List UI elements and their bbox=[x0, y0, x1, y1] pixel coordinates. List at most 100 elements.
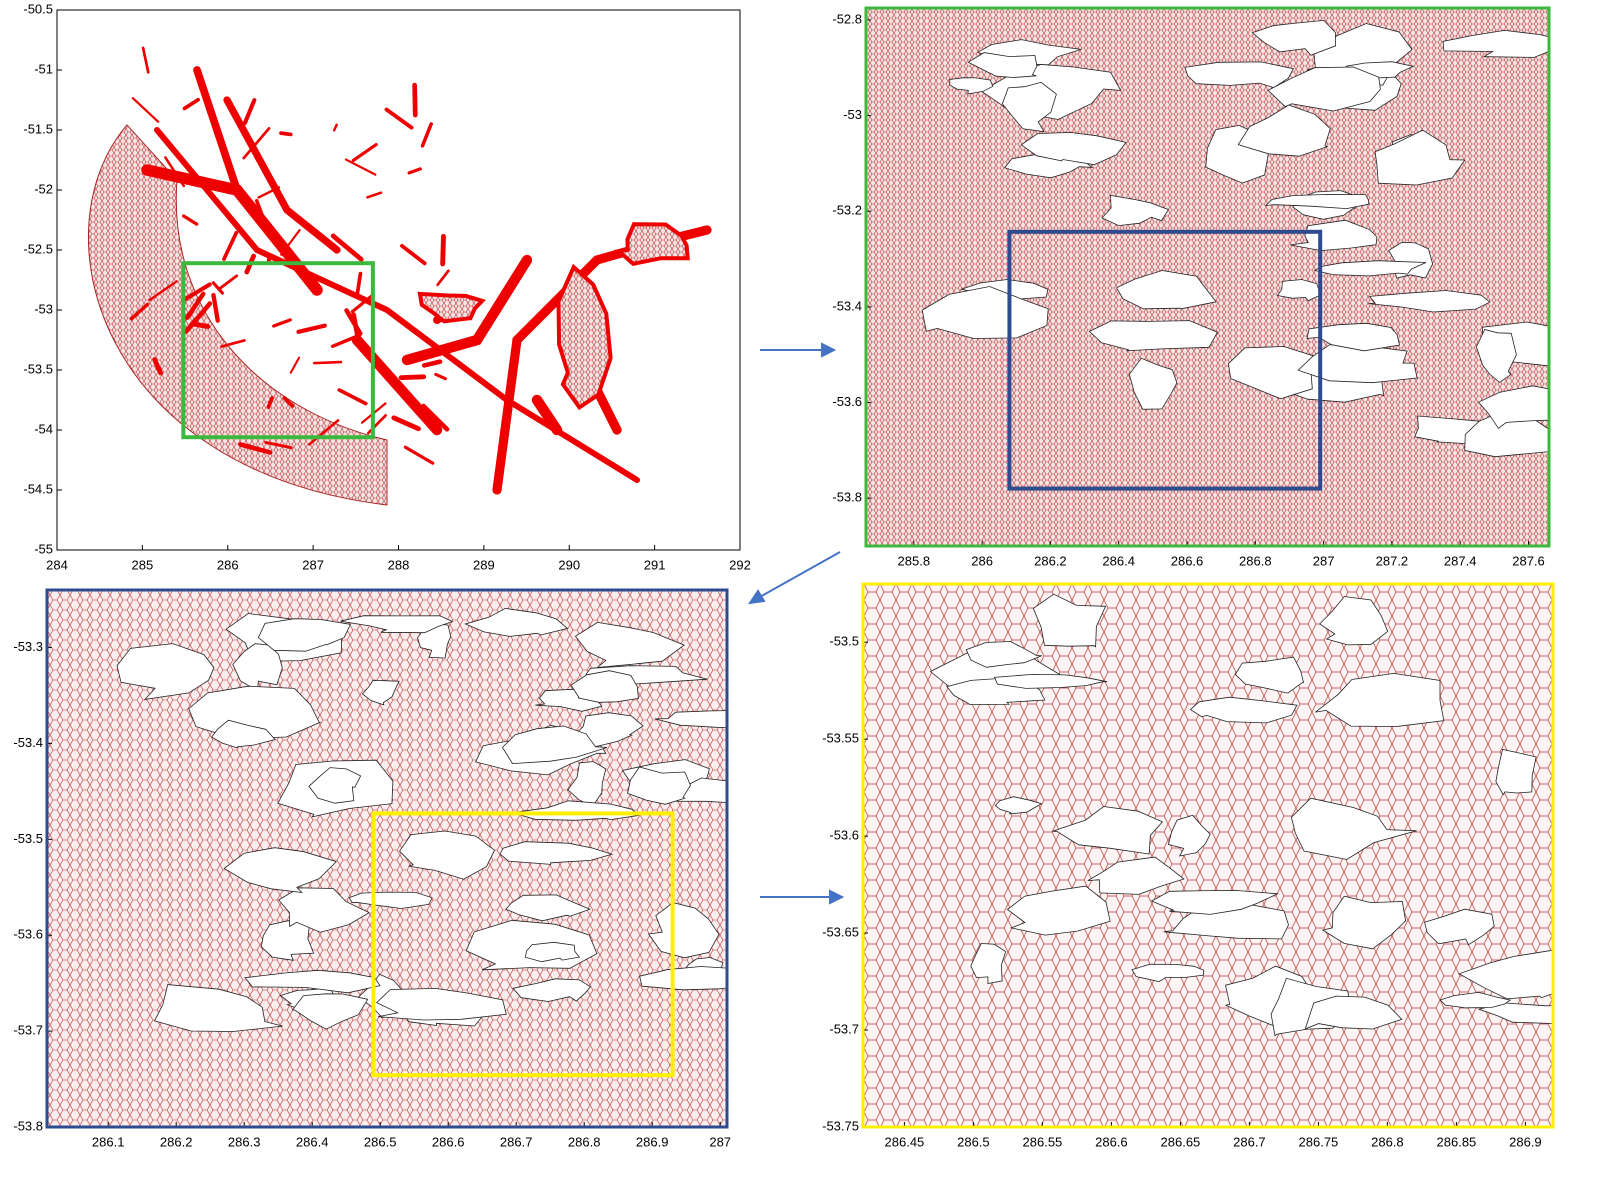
y-tick-label: -53.75 bbox=[822, 1118, 859, 1133]
x-tick-label: 286.1 bbox=[92, 1134, 125, 1149]
land bbox=[525, 942, 579, 961]
x-tick-label: 285 bbox=[132, 557, 154, 572]
fjord-mesh bbox=[245, 100, 254, 123]
x-tick-label: 286.75 bbox=[1299, 1134, 1339, 1149]
fjord-mesh bbox=[353, 145, 376, 161]
y-tick-label: -53.6 bbox=[832, 394, 862, 409]
x-tick-label: 286.8 bbox=[1239, 553, 1272, 568]
x-tick-label: 286.4 bbox=[1102, 553, 1135, 568]
map-panel: 286.45 286.5 286.55 286.6 286.65 286.7 286.75 2… bbox=[822, 584, 1604, 1149]
map-panel: 284285286287288289290291292-50.5-51-51.5… bbox=[23, 1, 750, 572]
fjord-mesh bbox=[339, 390, 365, 404]
land bbox=[1496, 749, 1536, 794]
y-tick-label: -53.3 bbox=[13, 639, 43, 654]
y-tick-label: -52 bbox=[34, 181, 53, 196]
fjord-mesh bbox=[357, 274, 360, 296]
fjord-mesh bbox=[185, 100, 199, 109]
fjord-mesh bbox=[401, 377, 424, 378]
y-tick-label: -53.5 bbox=[13, 831, 43, 846]
x-tick-label: 286.6 bbox=[1095, 1134, 1128, 1149]
x-tick-label: 286.3 bbox=[228, 1134, 261, 1149]
x-tick-label: 286.8 bbox=[1371, 1134, 1404, 1149]
x-tick-label: 286.4 bbox=[296, 1134, 329, 1149]
fjord-mesh bbox=[394, 418, 419, 429]
x-tick-label: 287.4 bbox=[1444, 553, 1477, 568]
fjord-mesh bbox=[219, 276, 237, 289]
fjord-mesh bbox=[334, 125, 337, 131]
fjord-mesh bbox=[438, 271, 449, 285]
fjord-mesh bbox=[422, 124, 431, 146]
x-tick-label: 288 bbox=[388, 557, 410, 572]
x-tick-label: 287 bbox=[302, 557, 324, 572]
y-tick-label: -53.7 bbox=[829, 1021, 859, 1036]
fjord-mesh bbox=[436, 374, 446, 378]
y-tick-label: -54 bbox=[34, 421, 53, 436]
arrow bbox=[758, 552, 840, 598]
x-tick-label: 286.7 bbox=[500, 1134, 533, 1149]
arrow-head bbox=[750, 591, 764, 603]
fjord-mesh bbox=[291, 358, 299, 373]
x-tick-label: 286 bbox=[217, 557, 239, 572]
y-tick-label: -55 bbox=[34, 541, 53, 556]
x-tick-label: 286.55 bbox=[1023, 1134, 1063, 1149]
mesh-inlet bbox=[420, 294, 482, 321]
fjord-mesh bbox=[402, 246, 425, 263]
mesh-inlet bbox=[559, 267, 611, 407]
y-tick-label: -53.2 bbox=[832, 203, 862, 218]
mesh bbox=[863, 584, 1605, 1127]
y-tick-label: -53.4 bbox=[832, 298, 862, 313]
y-tick-label: -53.8 bbox=[13, 1118, 43, 1133]
y-tick-label: -53.7 bbox=[13, 1023, 43, 1038]
y-tick-label: -52.5 bbox=[23, 241, 53, 256]
fjord-mesh bbox=[387, 110, 412, 128]
x-tick-label: 289 bbox=[473, 557, 495, 572]
x-tick-label: 287 bbox=[1313, 553, 1335, 568]
land bbox=[1185, 62, 1294, 88]
y-tick-label: -53.55 bbox=[822, 731, 859, 746]
fjord-mesh bbox=[281, 133, 291, 134]
y-tick-label: -53.5 bbox=[23, 361, 53, 376]
y-tick-label: -53.8 bbox=[832, 490, 862, 505]
y-tick-label: -53.4 bbox=[13, 735, 43, 750]
x-tick-label: 286.85 bbox=[1437, 1134, 1477, 1149]
zoom-arrows bbox=[750, 344, 842, 903]
x-tick-label: 286.9 bbox=[1509, 1134, 1542, 1149]
x-tick-label: 286.45 bbox=[885, 1134, 925, 1149]
x-tick-label: 286.2 bbox=[1034, 553, 1067, 568]
fjord-mesh bbox=[192, 324, 207, 327]
fjord-mesh bbox=[143, 48, 148, 73]
y-tick-label: -54.5 bbox=[23, 481, 53, 496]
fjord-mesh bbox=[443, 236, 444, 263]
x-tick-label: 286.5 bbox=[957, 1134, 990, 1149]
x-tick-label: 286.65 bbox=[1161, 1134, 1201, 1149]
fjord-mesh bbox=[274, 320, 290, 326]
x-tick-label: 286.9 bbox=[636, 1134, 669, 1149]
x-tick-label: 286.8 bbox=[568, 1134, 601, 1149]
y-tick-label: -51 bbox=[34, 61, 53, 76]
x-tick-label: 286.2 bbox=[160, 1134, 193, 1149]
x-tick-label: 287.2 bbox=[1376, 553, 1409, 568]
fjord-mesh bbox=[367, 193, 381, 198]
x-tick-label: 284 bbox=[46, 557, 68, 572]
fjord-mesh bbox=[346, 160, 375, 175]
arrow-head bbox=[830, 891, 842, 903]
arrow-head bbox=[822, 344, 834, 356]
map-panel: 286.1 286.2 286.3 286.4 286.5 286.6 286.7 286.8… bbox=[13, 590, 784, 1149]
x-tick-label: 286.7 bbox=[1233, 1134, 1266, 1149]
mesh bbox=[88, 48, 707, 505]
y-tick-label: -52.8 bbox=[832, 11, 862, 26]
y-tick-label: -53.6 bbox=[13, 927, 43, 942]
x-tick-label: 292 bbox=[729, 557, 751, 572]
x-tick-label: 290 bbox=[558, 557, 580, 572]
fjord-mesh bbox=[298, 326, 324, 332]
x-tick-label: 286.6 bbox=[432, 1134, 465, 1149]
x-tick-label: 291 bbox=[644, 557, 666, 572]
fjord-mesh bbox=[405, 447, 432, 463]
fjord-mesh bbox=[184, 216, 197, 224]
y-tick-label: -51.5 bbox=[23, 121, 53, 136]
y-tick-label: -53.6 bbox=[829, 828, 859, 843]
fjord-mesh bbox=[409, 169, 420, 173]
y-tick-label: -53.65 bbox=[822, 925, 859, 940]
x-tick-label: 286.5 bbox=[364, 1134, 397, 1149]
